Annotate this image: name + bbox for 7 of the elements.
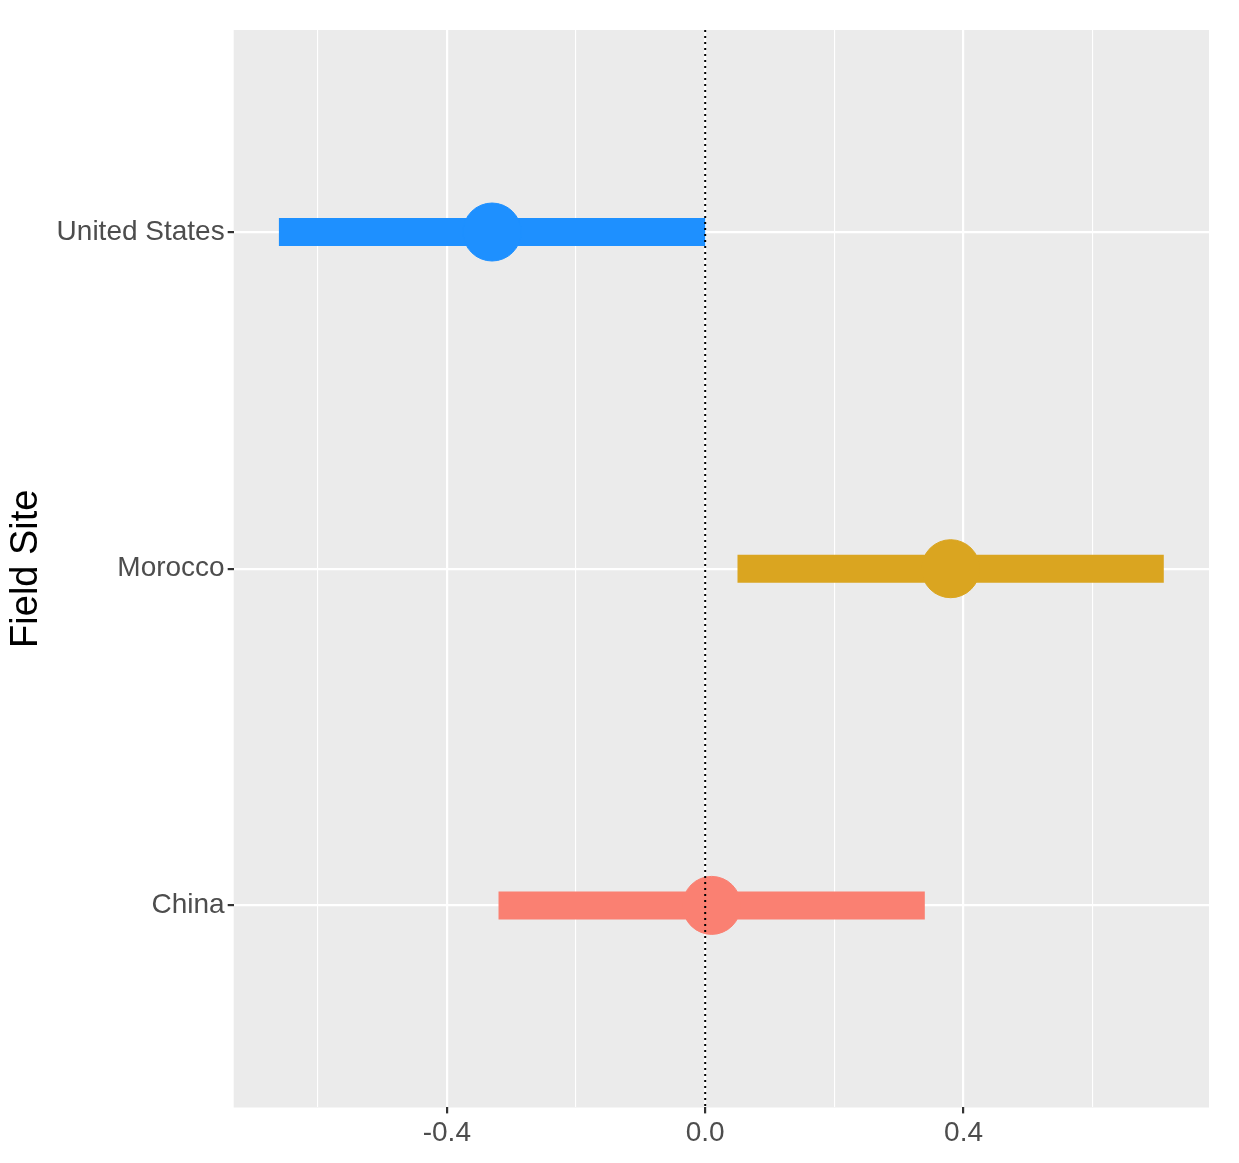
x-tick-label: -0.4: [422, 1115, 471, 1147]
y-tick-label: United States: [56, 214, 225, 246]
y-tick-label: China: [151, 888, 226, 920]
y-tick-label: Morocco: [117, 551, 225, 583]
y-axis-title: Field Site: [3, 489, 46, 648]
x-tick-label: 0.0: [685, 1115, 725, 1147]
x-tick-label: 0.4: [944, 1115, 984, 1147]
